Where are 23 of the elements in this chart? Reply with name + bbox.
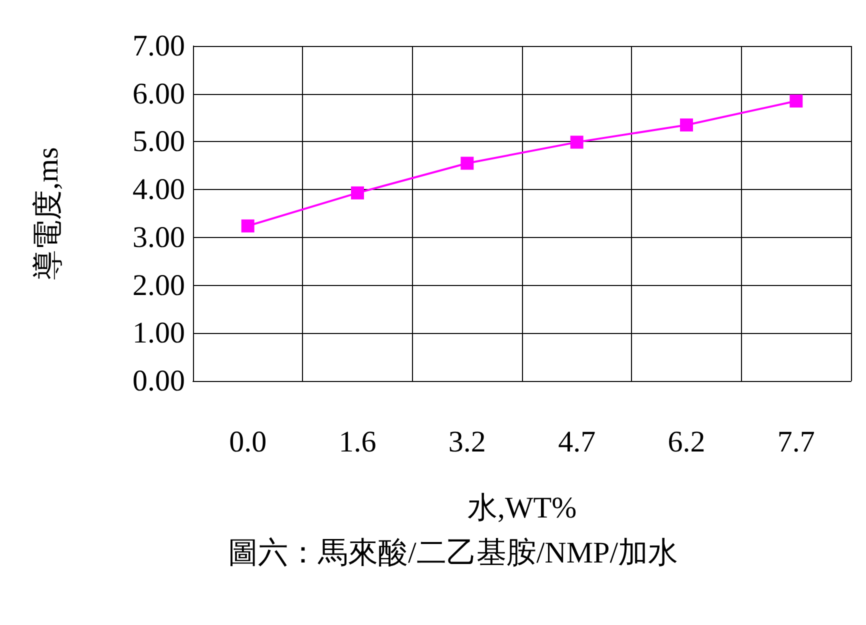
y-tick-label: 2.00: [132, 268, 185, 302]
point: [680, 118, 693, 132]
point: [241, 219, 254, 232]
x-tick-label: 6.2: [668, 426, 706, 458]
point: [790, 94, 803, 108]
y-tick-label: 3.00: [132, 220, 185, 254]
y-axis-title: 導電度,ms: [32, 147, 64, 280]
y-tick-label: 1.00: [132, 316, 185, 350]
point: [460, 156, 474, 170]
y-tick-label: 5.00: [132, 125, 185, 158]
y-tick-label: 0.00: [132, 364, 185, 398]
x-tick-label: 1.6: [338, 426, 376, 458]
x-axis-title: 水,WT%: [467, 492, 577, 524]
point: [351, 186, 364, 200]
x-tick-label: 3.2: [448, 426, 486, 458]
x-tick-label: 4.7: [558, 426, 596, 458]
x-tick-label: 7.7: [777, 426, 815, 458]
y-tick-label: 7.00: [132, 30, 185, 62]
x-tick-label: 0.0: [229, 426, 267, 458]
text: 圖六：馬來酸/二乙基胺/NMP/加水: [228, 536, 678, 570]
y-tick-label: 6.00: [132, 77, 185, 110]
y-tick-label: 4.00: [132, 173, 185, 206]
point: [570, 136, 584, 149]
